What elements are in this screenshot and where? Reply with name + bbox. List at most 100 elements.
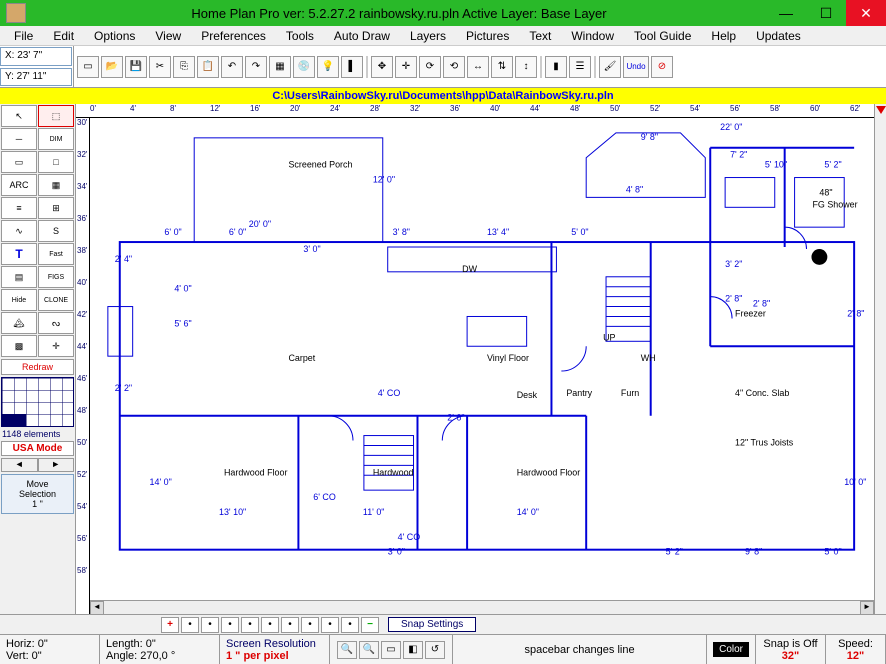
toolbar-updown[interactable]: ↕	[515, 56, 537, 78]
toolbar-colors[interactable]: ▮	[545, 56, 567, 78]
tool-fill2[interactable]: ▩	[1, 335, 37, 357]
tool-rect2[interactable]: □	[38, 151, 74, 173]
toolbar-undo2[interactable]: Undo	[623, 56, 649, 78]
dimension-label: 2' 2"	[115, 383, 132, 393]
tool-rect[interactable]: ▭	[1, 151, 37, 173]
toolbar-nudge[interactable]: ↔	[467, 56, 489, 78]
menu-view[interactable]: View	[145, 27, 191, 45]
element-count: 1148 elements	[0, 428, 75, 440]
tool-line[interactable]: ─	[1, 128, 37, 150]
toolbar-lines[interactable]: ☰	[569, 56, 591, 78]
scrollbar-horizontal[interactable]: ◄ ◄ ►	[76, 600, 874, 614]
mode-indicator[interactable]: USA Mode	[1, 441, 74, 456]
snap-1[interactable]: •	[181, 617, 199, 633]
toolbar-copy[interactable]: ⎘	[173, 56, 195, 78]
toolbar-paste[interactable]: 📋	[197, 56, 219, 78]
tool-select[interactable]: ⬚	[38, 105, 74, 127]
snap-settings-button[interactable]: Snap Settings	[388, 617, 476, 632]
minimize-button[interactable]: —	[766, 0, 806, 26]
scroll-right[interactable]: ►	[860, 601, 874, 615]
tool-fast[interactable]: Fast	[38, 243, 74, 265]
mode-prev[interactable]: ◄	[1, 458, 38, 472]
tool-fill[interactable]: ▤	[1, 266, 37, 288]
mode-next[interactable]: ►	[38, 458, 75, 472]
snap-9[interactable]: •	[341, 617, 359, 633]
tool-img[interactable]: 🏔	[1, 312, 37, 334]
tool-dim[interactable]: DIM	[38, 128, 74, 150]
toolbar-redo[interactable]: ↷	[245, 56, 267, 78]
dimension-label: 14' 0"	[517, 507, 539, 517]
tool-arc[interactable]: ARC	[1, 174, 37, 196]
toolbar-lamp[interactable]: 💡	[317, 56, 339, 78]
right-gutter	[874, 104, 886, 614]
tool-arrow[interactable]: ↖	[1, 105, 37, 127]
tool-clone[interactable]: CLONE	[38, 289, 74, 311]
snap-8[interactable]: •	[321, 617, 339, 633]
toolbar-align[interactable]: ⇅	[491, 56, 513, 78]
redraw-button[interactable]: Redraw	[1, 359, 74, 375]
snap-2[interactable]: •	[201, 617, 219, 633]
scroll-left2[interactable]: ◄	[90, 601, 104, 615]
toolbar-rot90[interactable]: ⟲	[443, 56, 465, 78]
menu-help[interactable]: Help	[701, 27, 746, 45]
tool-spline[interactable]: S	[38, 220, 74, 242]
toolbar-cut[interactable]: ✂	[149, 56, 171, 78]
menu-pictures[interactable]: Pictures	[456, 27, 519, 45]
zoom-out[interactable]: 🔍	[359, 641, 379, 659]
snap-status[interactable]: Snap is Off 32"	[756, 635, 826, 664]
tool-figs[interactable]: FIGS	[38, 266, 74, 288]
drawing-canvas[interactable]: Screened PorchCarpetVinyl FloorDeskPantr…	[90, 118, 874, 600]
zoom-sel[interactable]: ◧	[403, 641, 423, 659]
snap-minus[interactable]: −	[361, 617, 379, 633]
toolbar-new[interactable]: ▭	[77, 56, 99, 78]
maximize-button[interactable]: ☐	[806, 0, 846, 26]
menu-updates[interactable]: Updates	[746, 27, 811, 45]
menu-text[interactable]: Text	[519, 27, 561, 45]
close-button[interactable]: ✕	[846, 0, 886, 26]
tool-stairs[interactable]: ≡	[1, 197, 37, 219]
menu-window[interactable]: Window	[561, 27, 624, 45]
snap-6[interactable]: •	[281, 617, 299, 633]
toolbar-cross[interactable]: ✛	[395, 56, 417, 78]
menu-layers[interactable]: Layers	[400, 27, 456, 45]
dimension-label: 3' 2"	[725, 259, 742, 269]
snap-plus[interactable]: +	[161, 617, 179, 633]
toolbar-brush[interactable]: 🖌	[599, 56, 621, 78]
snap-4[interactable]: •	[241, 617, 259, 633]
menu-preferences[interactable]: Preferences	[191, 27, 276, 45]
color-button[interactable]: Color	[713, 642, 749, 657]
tool-curve[interactable]: ∿	[1, 220, 37, 242]
menu-file[interactable]: File	[4, 27, 43, 45]
toolbar-nosign[interactable]: ⊘	[651, 56, 673, 78]
toolbar-door[interactable]: ▌	[341, 56, 363, 78]
menu-options[interactable]: Options	[84, 27, 145, 45]
toolbar-deco[interactable]: ▦	[269, 56, 291, 78]
menu-auto-draw[interactable]: Auto Draw	[324, 27, 400, 45]
toolbar-move[interactable]: ✥	[371, 56, 393, 78]
tool-cross[interactable]: ✛	[38, 335, 74, 357]
snap-7[interactable]: •	[301, 617, 319, 633]
toolbar-disk[interactable]: 💿	[293, 56, 315, 78]
zoom-fit[interactable]: ▭	[381, 641, 401, 659]
tool-grid[interactable]: ⊞	[38, 197, 74, 219]
menu-edit[interactable]: Edit	[43, 27, 84, 45]
move-selection-panel[interactable]: Move Selection 1 "	[1, 474, 74, 514]
tool-piano[interactable]: ▦	[38, 174, 74, 196]
menu-tools[interactable]: Tools	[276, 27, 324, 45]
toolbar-undo[interactable]: ↶	[221, 56, 243, 78]
toolbar-rotate[interactable]: ⟳	[419, 56, 441, 78]
room-label: Pantry	[566, 388, 592, 398]
minimap[interactable]	[1, 377, 74, 427]
zoom-in[interactable]: 🔍	[337, 641, 357, 659]
menu-tool-guide[interactable]: Tool Guide	[624, 27, 701, 45]
tool-hide[interactable]: Hide	[1, 289, 37, 311]
snap-5[interactable]: •	[261, 617, 279, 633]
toolbar-save[interactable]: 💾	[125, 56, 147, 78]
tool-text[interactable]: T	[1, 243, 37, 265]
snap-3[interactable]: •	[221, 617, 239, 633]
coord-y: Y: 27' 11"	[0, 68, 72, 87]
tool-curve2[interactable]: ᔓ	[38, 312, 74, 334]
zoom-reset[interactable]: ↺	[425, 641, 445, 659]
toolbar-open[interactable]: 📂	[101, 56, 123, 78]
speed-status[interactable]: Speed: 12"	[826, 635, 886, 664]
